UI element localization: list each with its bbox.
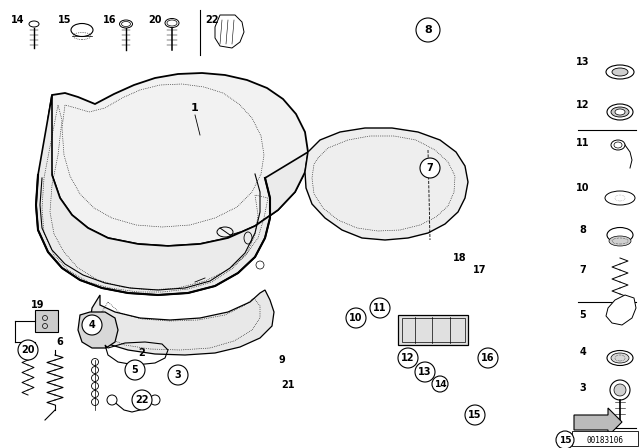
Ellipse shape: [606, 65, 634, 79]
Polygon shape: [606, 295, 636, 325]
Text: 4: 4: [88, 320, 95, 330]
Text: 10: 10: [349, 313, 363, 323]
Text: 6: 6: [56, 337, 63, 347]
Circle shape: [18, 340, 38, 360]
Ellipse shape: [607, 228, 633, 242]
Circle shape: [107, 395, 117, 405]
Text: 11: 11: [576, 138, 589, 148]
Text: 18: 18: [453, 253, 467, 263]
Text: 8: 8: [580, 225, 586, 235]
Polygon shape: [305, 128, 468, 240]
Text: 22: 22: [135, 395, 148, 405]
Polygon shape: [35, 310, 58, 332]
Ellipse shape: [611, 107, 629, 117]
Circle shape: [168, 365, 188, 385]
Text: 9: 9: [278, 355, 285, 365]
Text: 14: 14: [12, 15, 25, 25]
Text: 1: 1: [191, 103, 199, 113]
Text: 15: 15: [58, 15, 72, 25]
Ellipse shape: [607, 350, 633, 366]
Text: 15: 15: [559, 435, 572, 444]
Circle shape: [370, 298, 390, 318]
Circle shape: [465, 405, 485, 425]
Circle shape: [398, 348, 418, 368]
Ellipse shape: [120, 20, 132, 28]
Circle shape: [556, 431, 574, 448]
Circle shape: [416, 18, 440, 42]
Text: 13: 13: [576, 57, 589, 67]
Circle shape: [125, 360, 145, 380]
Ellipse shape: [605, 191, 635, 205]
Polygon shape: [215, 15, 244, 48]
Text: 20: 20: [21, 345, 35, 355]
Ellipse shape: [165, 18, 179, 27]
Circle shape: [610, 380, 630, 400]
Text: 7: 7: [580, 265, 586, 275]
Text: 19: 19: [31, 300, 45, 310]
Text: 21: 21: [281, 380, 295, 390]
Bar: [572, 431, 638, 446]
Ellipse shape: [611, 140, 625, 150]
Circle shape: [614, 384, 626, 396]
Text: 22: 22: [205, 15, 219, 25]
Ellipse shape: [71, 23, 93, 36]
Text: 10: 10: [576, 183, 589, 193]
Circle shape: [420, 158, 440, 178]
Polygon shape: [78, 312, 118, 348]
Text: 14: 14: [434, 379, 446, 388]
Polygon shape: [398, 315, 468, 345]
Text: 4: 4: [580, 347, 586, 357]
Text: 16: 16: [481, 353, 495, 363]
Text: 2: 2: [139, 348, 145, 358]
Ellipse shape: [607, 104, 633, 120]
Text: 12: 12: [576, 100, 589, 110]
Text: 11: 11: [373, 303, 387, 313]
Text: 3: 3: [175, 370, 181, 380]
Circle shape: [432, 376, 448, 392]
Circle shape: [478, 348, 498, 368]
Text: 00183106: 00183106: [586, 435, 623, 444]
Circle shape: [346, 308, 366, 328]
Text: 3: 3: [580, 383, 586, 393]
Polygon shape: [36, 95, 308, 295]
Text: 12: 12: [401, 353, 415, 363]
Text: 5: 5: [132, 365, 138, 375]
Ellipse shape: [612, 68, 628, 76]
Text: 5: 5: [580, 310, 586, 320]
Ellipse shape: [29, 21, 39, 27]
Text: 20: 20: [148, 15, 162, 25]
Polygon shape: [48, 73, 308, 246]
Text: 7: 7: [427, 163, 433, 173]
Ellipse shape: [615, 109, 625, 115]
Polygon shape: [90, 290, 274, 355]
Text: 16: 16: [103, 15, 116, 25]
Text: 15: 15: [468, 410, 482, 420]
Ellipse shape: [609, 236, 631, 246]
Circle shape: [82, 315, 102, 335]
Circle shape: [415, 362, 435, 382]
Ellipse shape: [611, 353, 629, 363]
Circle shape: [132, 390, 152, 410]
Text: 13: 13: [419, 367, 432, 377]
Text: 8: 8: [424, 25, 432, 35]
Text: 17: 17: [473, 265, 487, 275]
Circle shape: [150, 395, 160, 405]
Polygon shape: [574, 408, 622, 436]
